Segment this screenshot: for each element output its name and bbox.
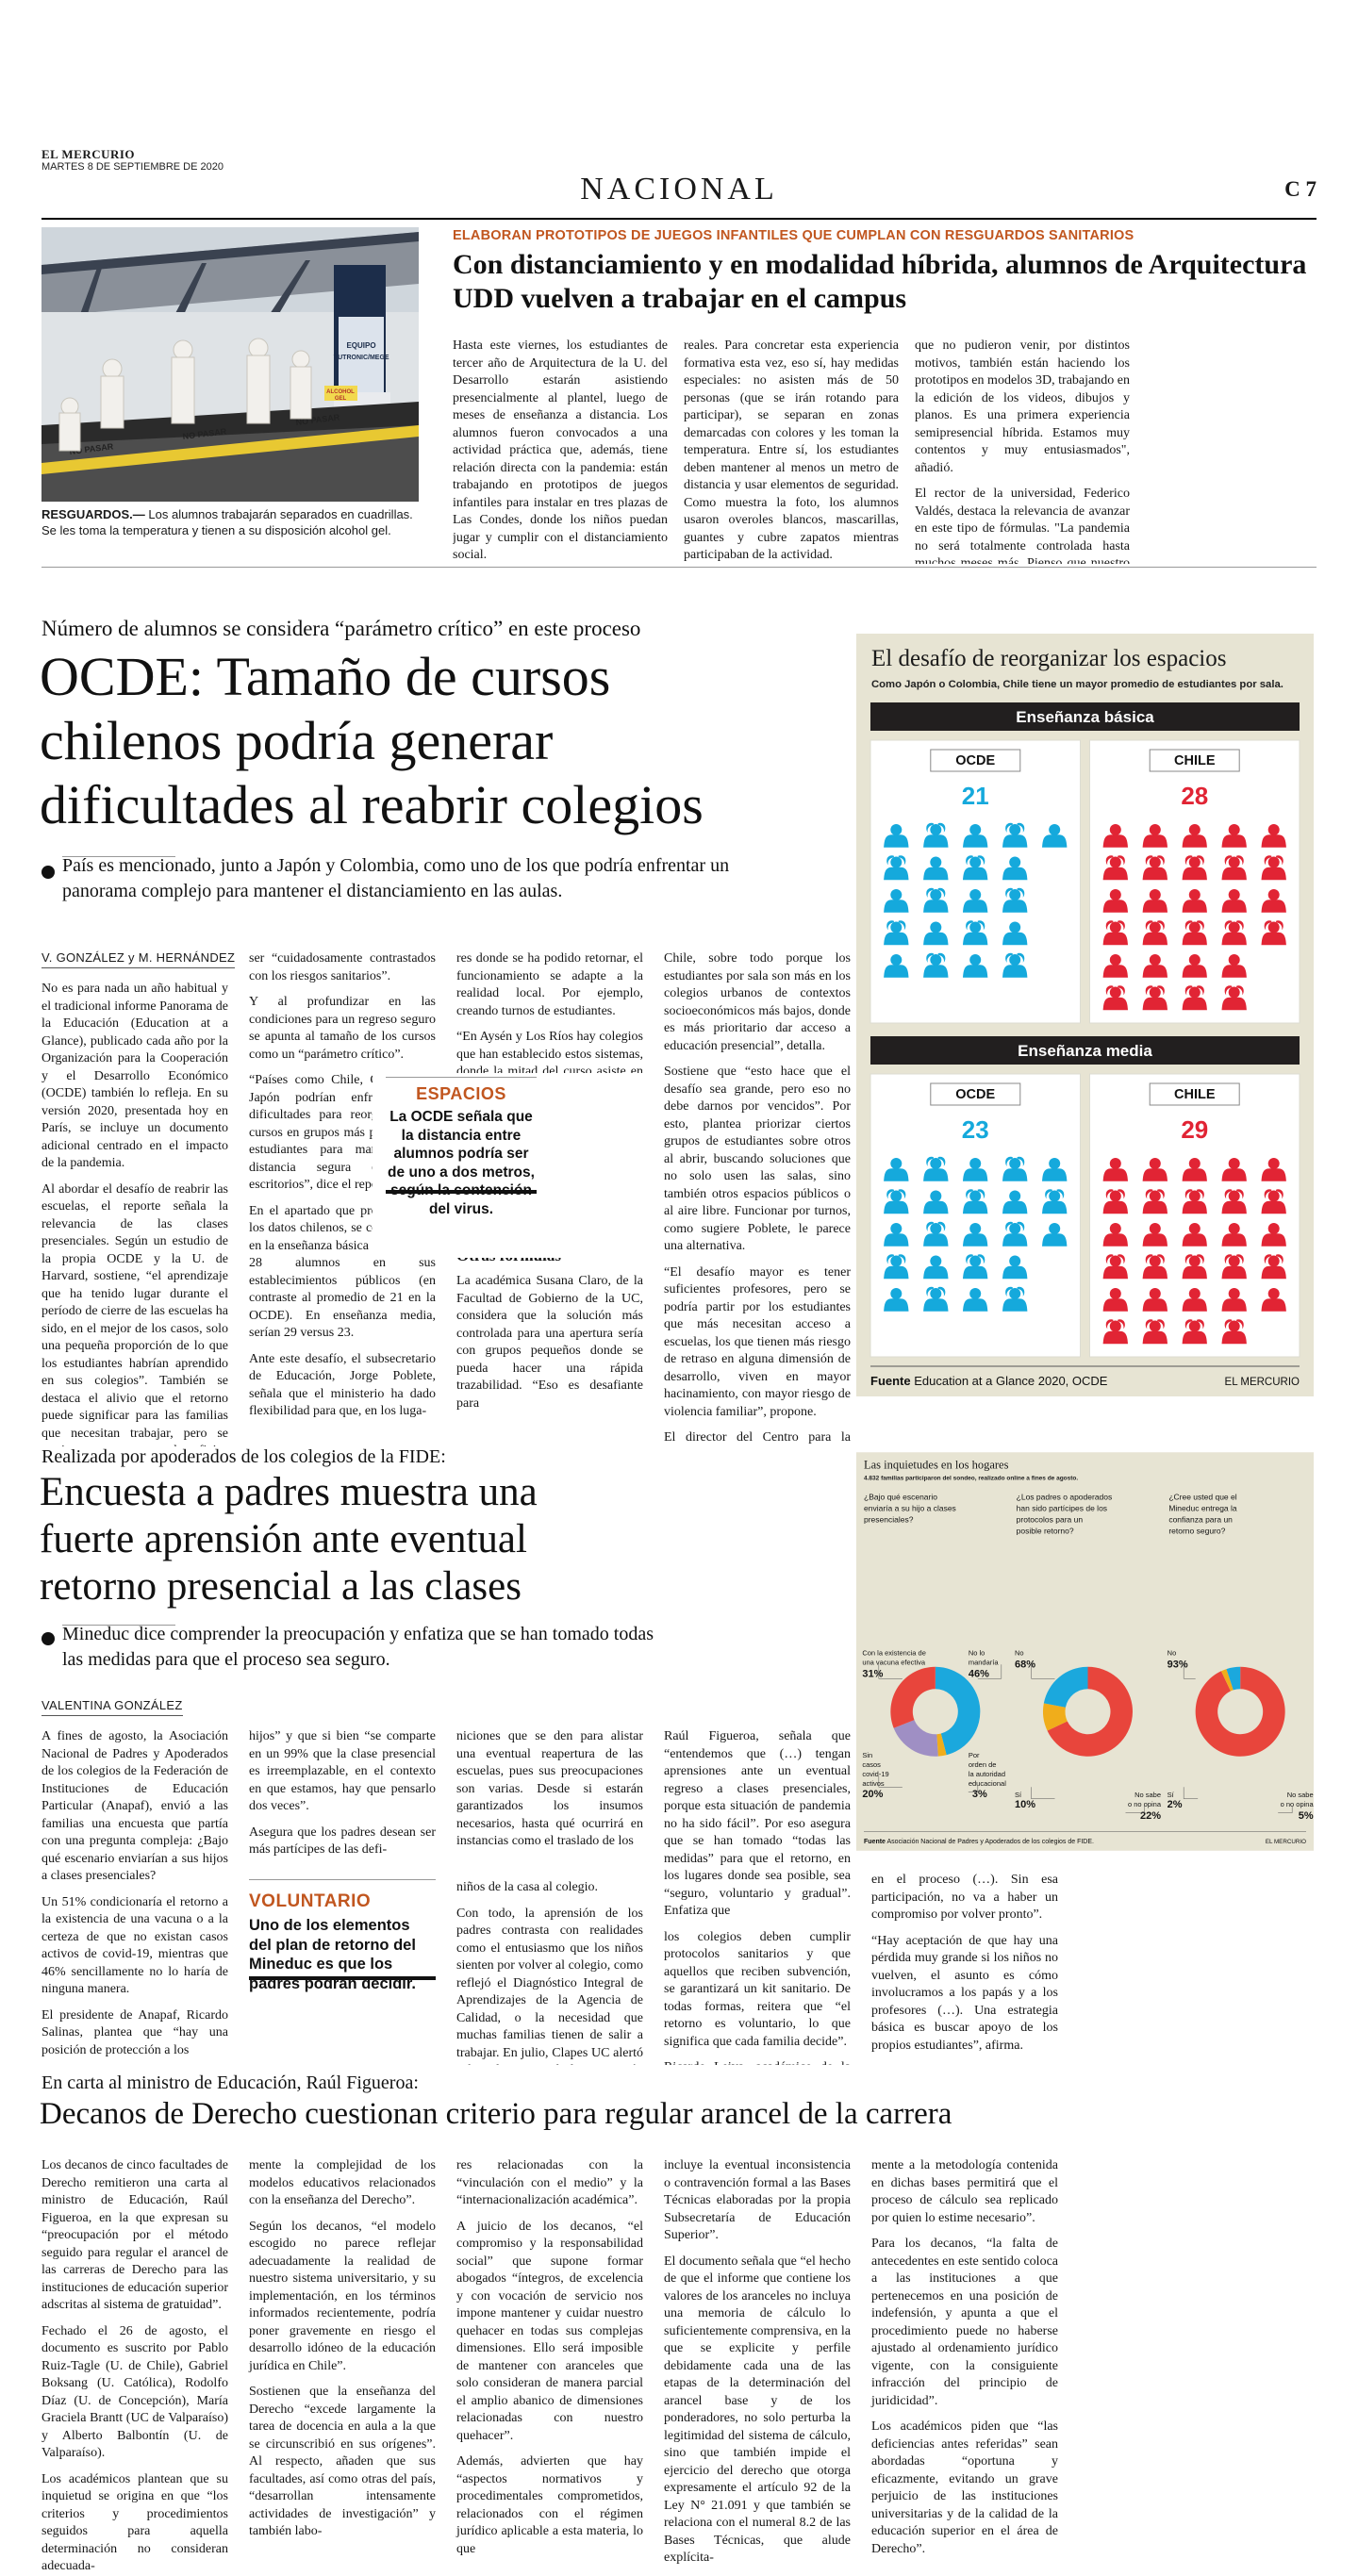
svg-text:No: No — [1168, 1648, 1177, 1657]
svg-text:Sí: Sí — [1015, 1791, 1022, 1799]
svg-text:20%: 20% — [862, 1789, 883, 1800]
svg-text:28: 28 — [1181, 782, 1208, 810]
svg-text:EQUIPO: EQUIPO — [346, 341, 375, 350]
svg-text:OCDE: OCDE — [955, 753, 995, 768]
svg-text:CHILE: CHILE — [1174, 753, 1216, 768]
svg-text:protocolos para un: protocolos para un — [1017, 1514, 1084, 1524]
svg-text:El desafío de reorganizar los: El desafío de reorganizar los espacios — [871, 646, 1226, 671]
svg-text:93%: 93% — [1168, 1659, 1188, 1670]
svg-text:68%: 68% — [1015, 1659, 1035, 1670]
svg-text:10%: 10% — [1015, 1799, 1035, 1810]
svg-text:CHILE: CHILE — [1174, 1087, 1216, 1102]
svg-text:EL MERCURIO: EL MERCURIO — [1266, 1839, 1306, 1845]
svg-text:3%: 3% — [972, 1789, 987, 1800]
svg-text:29: 29 — [1181, 1115, 1208, 1144]
svg-text:4.832 familias participaron de: 4.832 familias participaron del sondeo, … — [864, 1475, 1078, 1481]
svg-text:una vacuna efectiva: una vacuna efectiva — [862, 1658, 926, 1666]
svg-text:han sido partícipes de los: han sido partícipes de los — [1017, 1503, 1107, 1512]
svg-text:¿Los padres o apoderados: ¿Los padres o apoderados — [1017, 1492, 1113, 1501]
svg-text:No sabe: No sabe — [1134, 1791, 1161, 1799]
svg-text:GEL: GEL — [335, 396, 347, 402]
svg-text:¿Cree usted que el: ¿Cree usted que el — [1168, 1492, 1236, 1501]
svg-text:Sin: Sin — [862, 1751, 872, 1759]
svg-text:ALCOHOL: ALCOHOL — [326, 389, 355, 395]
svg-text:31%: 31% — [862, 1668, 883, 1679]
svg-text:retorno seguro?: retorno seguro? — [1168, 1526, 1225, 1535]
svg-text:YUTRONIC/MEGE: YUTRONIC/MEGE — [333, 355, 389, 361]
svg-text:mandaría: mandaría — [969, 1658, 1000, 1666]
svg-text:confianza para un: confianza para un — [1168, 1514, 1233, 1524]
svg-text:o no opina: o no opina — [1281, 1800, 1314, 1808]
svg-text:orden de: orden de — [969, 1760, 997, 1769]
svg-text:23: 23 — [962, 1115, 989, 1144]
svg-text:o no opina: o no opina — [1128, 1800, 1162, 1808]
svg-text:la autoridad: la autoridad — [969, 1770, 1005, 1778]
svg-text:Como Japón o Colombia, Chile t: Como Japón o Colombia, Chile tiene un ma… — [871, 679, 1283, 690]
svg-text:46%: 46% — [969, 1668, 989, 1679]
svg-text:posible retorno?: posible retorno? — [1017, 1526, 1074, 1535]
svg-text:Las inquietudes en los hogares: Las inquietudes en los hogares — [864, 1458, 1009, 1471]
svg-text:Fuente Asociación Nacional de: Fuente Asociación Nacional de Padres y A… — [864, 1839, 1094, 1845]
svg-text:5%: 5% — [1299, 1810, 1314, 1822]
svg-text:22%: 22% — [1140, 1810, 1161, 1822]
svg-text:Fuente Education at a Glance 2: Fuente Education at a Glance 2020, OCDE — [870, 1374, 1108, 1388]
svg-text:activos: activos — [862, 1779, 885, 1788]
svg-text:¿Bajo qué escenario: ¿Bajo qué escenario — [864, 1492, 937, 1501]
svg-text:educacional: educacional — [969, 1779, 1006, 1788]
svg-text:casos: casos — [862, 1760, 881, 1769]
svg-text:covid-19: covid-19 — [862, 1770, 888, 1778]
svg-text:Enseñanza básica: Enseñanza básica — [1016, 708, 1154, 726]
svg-text:Con la existencia de: Con la existencia de — [862, 1648, 926, 1657]
svg-text:21: 21 — [962, 782, 989, 810]
svg-text:No: No — [1015, 1648, 1024, 1657]
svg-text:No lo: No lo — [969, 1648, 985, 1657]
svg-text:No sabe: No sabe — [1287, 1791, 1314, 1799]
svg-text:Enseñanza media: Enseñanza media — [1018, 1042, 1152, 1060]
svg-text:2%: 2% — [1168, 1799, 1183, 1810]
svg-text:EL MERCURIO: EL MERCURIO — [1225, 1377, 1300, 1388]
svg-text:presenciales?: presenciales? — [864, 1514, 914, 1524]
svg-text:OCDE: OCDE — [955, 1087, 995, 1102]
svg-text:enviaría a su hijo a clases: enviaría a su hijo a clases — [864, 1503, 956, 1512]
svg-text:Mineduc entrega la: Mineduc entrega la — [1168, 1503, 1237, 1512]
svg-text:Por: Por — [969, 1751, 980, 1759]
svg-text:Sí: Sí — [1168, 1791, 1175, 1799]
